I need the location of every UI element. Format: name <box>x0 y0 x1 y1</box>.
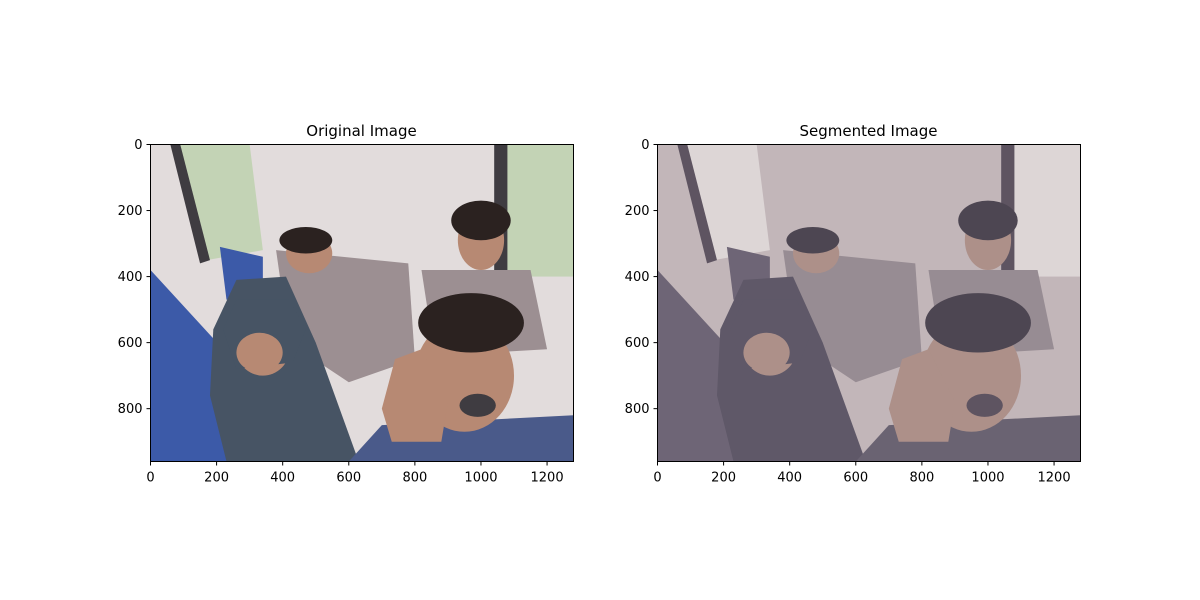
y-tick-label: 200 <box>625 204 650 219</box>
y-tick-label: 800 <box>625 402 650 417</box>
x-tick-label: 1000 <box>464 471 497 486</box>
original-image <box>150 144 574 462</box>
y-tick-label: 0 <box>134 138 142 153</box>
y-tick-label: 0 <box>641 138 649 153</box>
image-region-window <box>683 144 770 261</box>
x-tick-label: 800 <box>402 471 427 486</box>
image-region-frame <box>459 393 496 417</box>
x-tick-label: 200 <box>711 471 736 486</box>
x-tick-label: 1000 <box>971 471 1004 486</box>
x-axis: 0 200 400 600 800 1000 1200 <box>146 461 564 486</box>
x-tick-label: 1200 <box>1038 471 1071 486</box>
y-axis: 0 200 400 600 800 <box>625 138 658 417</box>
image-region-skin <box>743 332 790 373</box>
image-region-window <box>1011 144 1081 277</box>
y-tick-label: 800 <box>118 402 143 417</box>
segmented-image-panel: Segmented Image 0 200 400 600 800 1000 1200 0 2… <box>625 122 1081 486</box>
image-region-frame <box>677 144 717 264</box>
image-region-skin <box>888 349 955 442</box>
y-tick-label: 600 <box>625 336 650 351</box>
x-tick-label: 400 <box>270 471 295 486</box>
image-region-hair <box>451 200 511 241</box>
image-region-hair <box>279 227 333 254</box>
image-region-window <box>176 144 263 261</box>
x-tick-label: 600 <box>843 471 868 486</box>
axes-frame <box>657 144 1081 462</box>
y-tick-label: 600 <box>118 336 143 351</box>
image-region-frame <box>966 393 1003 417</box>
x-tick-label: 1200 <box>531 471 564 486</box>
image-region-skin <box>236 332 283 373</box>
panel-title: Original Image <box>306 122 416 140</box>
image-region-skin <box>381 349 448 442</box>
y-tick-label: 400 <box>625 270 650 285</box>
panel-title: Segmented Image <box>800 122 938 140</box>
original-image-panel: Original Image 0 200 400 600 800 1000 1200 0 20… <box>118 122 574 486</box>
x-tick-label: 0 <box>653 471 661 486</box>
image-region-window <box>504 144 574 277</box>
image-region-hair <box>925 293 1031 353</box>
segmented-image <box>657 144 1081 462</box>
y-tick-label: 200 <box>118 204 143 219</box>
y-tick-label: 400 <box>118 270 143 285</box>
image-region-hair <box>786 227 840 254</box>
x-tick-label: 800 <box>909 471 934 486</box>
image-region-hair <box>958 200 1018 241</box>
y-axis: 0 200 400 600 800 <box>118 138 151 417</box>
x-tick-label: 0 <box>146 471 154 486</box>
x-tick-label: 200 <box>204 471 229 486</box>
axes-frame <box>150 144 574 462</box>
image-region-hair <box>418 293 524 353</box>
x-axis: 0 200 400 600 800 1000 1200 <box>653 461 1071 486</box>
x-tick-label: 600 <box>336 471 361 486</box>
x-tick-label: 400 <box>777 471 802 486</box>
image-region-frame <box>170 144 210 264</box>
